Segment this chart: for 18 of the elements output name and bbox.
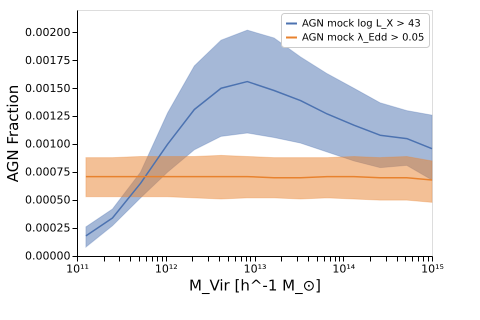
y-tick-label: 0.00150: [25, 82, 70, 95]
x-tick-label: 10¹³: [244, 262, 266, 276]
x-tick-label: 10¹⁵: [421, 262, 444, 276]
x-tick-label: 10¹⁴: [332, 262, 356, 276]
y-tick-label: 0.00100: [25, 138, 70, 151]
y-tick-label: 0.00000: [25, 250, 70, 262]
y-tick-label: 0.00200: [25, 26, 70, 39]
y-tick-label: 0.00175: [25, 54, 70, 67]
y-tick-label: 0.00125: [25, 110, 70, 123]
x-tick-label: 10¹²: [154, 262, 178, 276]
y-tick-label: 0.00050: [25, 194, 70, 207]
legend-label: AGN mock log L_X > 43: [302, 18, 421, 30]
x-axis-title: M_Vir [h^-1 M_⊙]: [189, 276, 321, 294]
legend-label: AGN mock λ_Edd > 0.05: [302, 32, 424, 44]
y-axis-title: AGN Fraction: [4, 84, 22, 182]
y-tick-label: 0.00025: [25, 222, 70, 235]
x-tick-label: 10¹¹: [66, 262, 89, 276]
y-tick-label: 0.00075: [25, 166, 70, 179]
